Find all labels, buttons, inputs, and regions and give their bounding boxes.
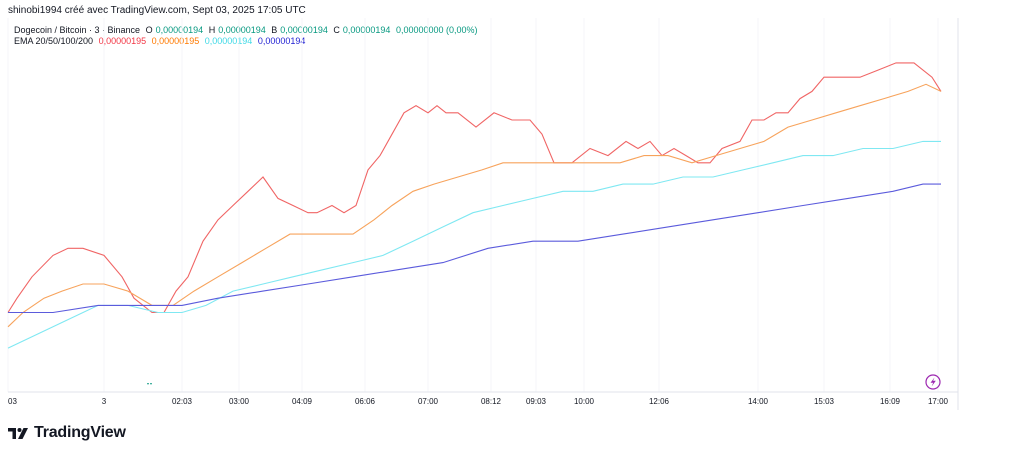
x-tick-label: 16:09 — [880, 397, 901, 406]
ema-label[interactable]: EMA 20/50/100/200 — [14, 36, 94, 46]
change-value: 0,00000000 (0,00%) — [395, 25, 478, 35]
x-tick-label: 12:06 — [649, 397, 670, 406]
x-tick-label: 14:00 — [748, 397, 769, 406]
x-tick-label: 17:00 — [928, 397, 949, 406]
high-value: 0,00000194 — [218, 25, 266, 35]
x-tick-label: 03:00 — [229, 397, 250, 406]
ema200-value: 0,00000194 — [257, 36, 306, 46]
tradingview-logo-icon — [8, 428, 28, 439]
low-value: 0,00000194 — [280, 25, 328, 35]
open-value: 0,00000194 — [155, 25, 204, 35]
symbol-label[interactable]: Dogecoin / Bitcoin · 3 · Binance — [14, 25, 141, 35]
open-label: O — [145, 25, 153, 35]
close-label: C — [333, 25, 340, 35]
x-tick-label: 02:03 — [172, 397, 193, 406]
x-tick-label: 15:03 — [814, 397, 835, 406]
time-axis[interactable]: 03 3 02:03 03:00 04:09 06:06 07:00 08:12 09:03 10… — [8, 397, 949, 406]
x-tick-label: 08:12 — [481, 397, 502, 406]
lightning-icon[interactable] — [925, 374, 941, 390]
ema50-value: 0,00000195 — [151, 36, 200, 46]
tradingview-footer[interactable]: TradingView — [8, 424, 126, 442]
low-label: B — [271, 25, 278, 35]
chart-author-line: shinobi1994 créé avec TradingView.com, S… — [8, 5, 306, 16]
ohlc-legend: Dogecoin / Bitcoin · 3 · Binance O 0,0000… — [14, 25, 481, 36]
ema-lines — [7, 62, 942, 349]
ema20-value: 0,00000195 — [98, 36, 147, 46]
ema100-line — [7, 140, 941, 349]
ema-legend: EMA 20/50/100/200 0,00000195 0,00000195 … — [14, 36, 308, 47]
grid — [7, 18, 959, 410]
x-tick-label: 06:06 — [355, 397, 376, 406]
x-tick-label: 04:09 — [292, 397, 313, 406]
high-label: H — [208, 25, 216, 35]
brand-label: TradingView — [34, 424, 126, 441]
x-tick-label: 03 — [8, 397, 17, 406]
x-tick-label: 10:00 — [574, 397, 595, 406]
price-chart[interactable]: 0,000001960,000001950,000001940,00000193… — [0, 0, 1024, 420]
ema200-line — [8, 183, 941, 314]
x-tick-label: 09:03 — [526, 397, 547, 406]
candles — [147, 383, 153, 385]
ema100-value: 0,00000194 — [204, 36, 253, 46]
ema20-line — [7, 62, 942, 314]
x-tick-label: 3 — [102, 397, 107, 406]
x-tick-label: 07:00 — [418, 397, 439, 406]
close-value: 0,00000194 — [342, 25, 391, 35]
